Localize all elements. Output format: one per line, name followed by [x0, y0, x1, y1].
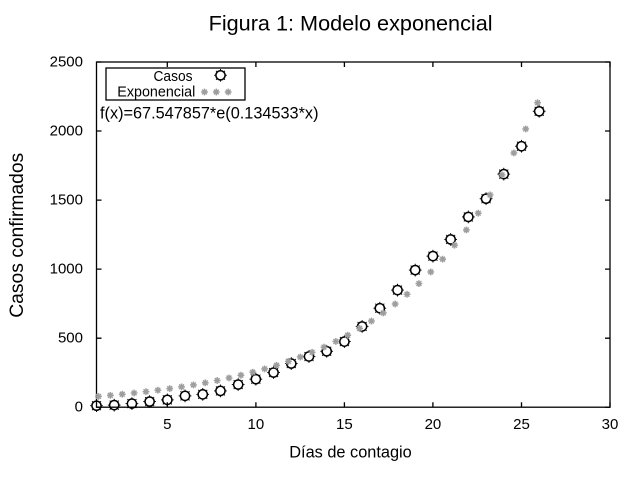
svg-text:500: 500	[58, 330, 83, 347]
svg-text:Días de contagio: Días de contagio	[289, 443, 412, 461]
svg-text:25: 25	[513, 416, 530, 433]
svg-text:30: 30	[602, 416, 619, 433]
svg-text:5: 5	[163, 416, 171, 433]
svg-text:15: 15	[336, 416, 353, 433]
svg-text:f(x)=67.547857*e(0.134533*x): f(x)=67.547857*e(0.134533*x)	[100, 105, 319, 123]
svg-text:20: 20	[425, 416, 442, 433]
svg-text:2000: 2000	[50, 122, 83, 139]
svg-text:1000: 1000	[50, 261, 83, 278]
svg-text:Figura 1: Modelo exponencial: Figura 1: Modelo exponencial	[209, 13, 493, 36]
svg-text:Casos: Casos	[154, 68, 193, 85]
svg-text:10: 10	[248, 416, 265, 433]
svg-text:Casos confirmados: Casos confirmados	[6, 153, 28, 318]
svg-text:2500: 2500	[50, 53, 83, 70]
svg-text:0: 0	[75, 399, 83, 416]
svg-text:Exponencial: Exponencial	[117, 83, 195, 100]
svg-text:1500: 1500	[50, 191, 83, 208]
